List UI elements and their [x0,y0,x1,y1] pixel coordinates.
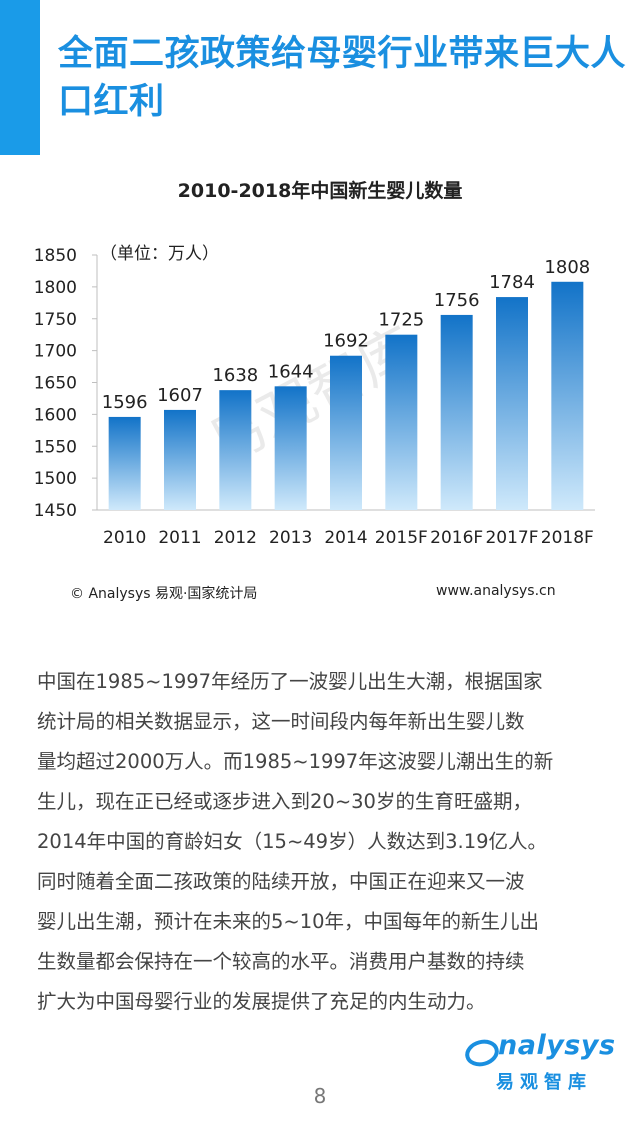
accent-bar [0,0,40,155]
y-tick-label: 1850 [34,246,77,266]
y-tick-label: 1650 [34,374,77,394]
analysys-logo: nalysys 易观智库 [465,1030,630,1100]
data-label: 1808 [544,257,590,278]
y-tick-label: 1750 [34,310,77,330]
x-tick-label: 2014 [324,528,367,548]
data-label: 1607 [157,385,203,406]
x-tick-label: 2013 [269,528,312,548]
x-tick-label: 2011 [158,528,201,548]
x-tick-label: 2010 [103,528,146,548]
y-tick-label: 1800 [34,278,77,298]
x-tick-label: 2012 [214,528,257,548]
logo-wordmark: nalysys [498,1030,616,1061]
x-tick-label: 2015F [375,528,428,548]
data-label: 1756 [434,290,480,311]
x-tick-label: 2018F [541,528,594,548]
body-paragraph: 中国在1985~1997年经历了一波婴儿出生大潮，根据国家 统计局的相关数据显示… [37,670,554,1013]
y-tick-label: 1450 [34,501,77,521]
bar-2015F [385,334,418,510]
bar-chart: 易观智库 14501500155016001650170017501800185… [34,244,595,548]
logo-subtitle: 易观智库 [496,1072,592,1093]
logo-swoosh-icon [465,1039,499,1067]
y-tick-label: 1550 [34,437,77,457]
page-title: 全面二孩政策给母婴行业带来巨大人口红利 [58,34,627,122]
bar-2011 [164,409,196,510]
y-tick-label: 1700 [34,342,77,362]
bar-2010 [108,416,141,510]
bar-2014 [330,355,362,510]
bar-2018F [551,281,584,510]
data-label: 1596 [102,392,148,413]
x-tick-label: 2017F [485,528,538,548]
unit-label: （单位：万人） [100,244,219,264]
source-url: www.analysys.cn [436,583,556,599]
data-label: 1638 [212,365,258,386]
source-credit: © Analysys 易观·国家统计局 [70,586,258,602]
y-tick-label: 1500 [34,469,77,489]
page-number: 8 [313,1084,327,1108]
bar-2017F [496,297,528,510]
bar-2012 [219,390,252,510]
y-tick-label: 1600 [34,405,77,425]
data-label: 1725 [378,310,424,331]
data-label: 1784 [489,272,535,293]
bar-2016F [440,314,473,510]
x-tick-label: 2016F [430,528,483,548]
chart-title: 2010-2018年中国新生婴儿数量 [177,180,463,202]
data-label: 1692 [323,331,369,352]
bar-2013 [274,386,307,510]
data-label: 1644 [268,361,314,382]
